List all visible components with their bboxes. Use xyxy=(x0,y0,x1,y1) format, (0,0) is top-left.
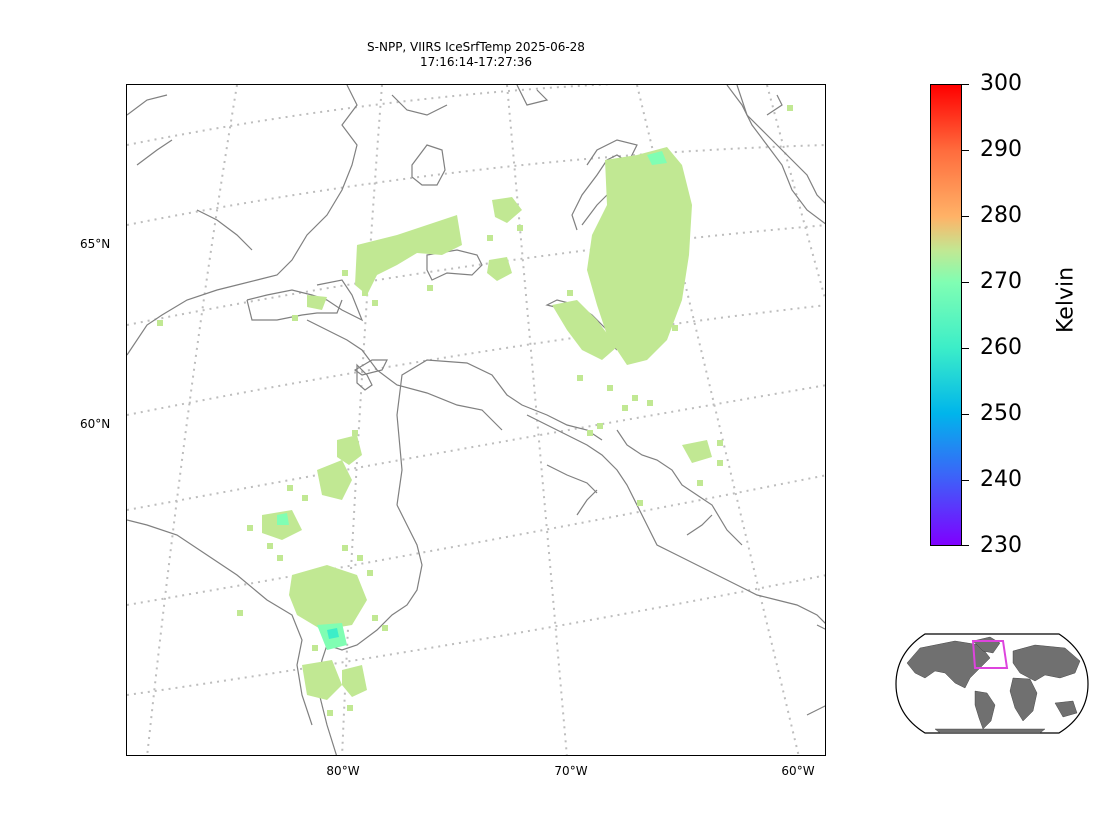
plot-title: S-NPP, VIIRS IceSrfTemp 2025-06-28 17:16… xyxy=(276,40,676,70)
title-line-1: S-NPP, VIIRS IceSrfTemp 2025-06-28 xyxy=(367,40,585,54)
ice-surface-temperature-data xyxy=(157,105,793,716)
colorbar-tick-270: 270 xyxy=(980,269,1022,294)
colorbar-tick-240: 240 xyxy=(980,467,1022,492)
colorbar-tick-290: 290 xyxy=(980,137,1022,162)
colorbar xyxy=(930,84,962,546)
colorbar-tick-250: 250 xyxy=(980,401,1022,426)
lat-label-60: 60°N xyxy=(80,417,111,431)
colorbar-tick-280: 280 xyxy=(980,203,1022,228)
colorbar-tick-mark xyxy=(962,282,969,283)
world-locator-inset xyxy=(895,633,1089,735)
colorbar-tick-230: 230 xyxy=(980,533,1022,558)
colorbar-tick-300: 300 xyxy=(980,71,1022,96)
colorbar-tick-260: 260 xyxy=(980,335,1022,360)
coastlines xyxy=(127,85,825,755)
colorbar-tick-mark xyxy=(962,545,969,546)
colorbar-tick-mark xyxy=(962,414,969,415)
graticule xyxy=(127,85,825,755)
lon-label-80w: 80°W xyxy=(326,764,360,778)
lon-label-60w: 60°W xyxy=(781,764,815,778)
colorbar-title: Kelvin xyxy=(1053,266,1079,334)
colorbar-tick-mark xyxy=(962,84,969,85)
inset-svg xyxy=(895,633,1089,734)
colorbar-tick-mark xyxy=(962,480,969,481)
colorbar-tick-mark xyxy=(962,348,969,349)
title-line-2: 17:16:14-17:27:36 xyxy=(419,55,533,69)
colorbar-tick-mark xyxy=(962,150,969,151)
lat-label-65: 65°N xyxy=(80,237,111,251)
colorbar-tick-mark xyxy=(962,216,969,217)
map-svg xyxy=(127,85,825,755)
lon-label-70w: 70°W xyxy=(554,764,588,778)
map-panel xyxy=(126,84,826,756)
